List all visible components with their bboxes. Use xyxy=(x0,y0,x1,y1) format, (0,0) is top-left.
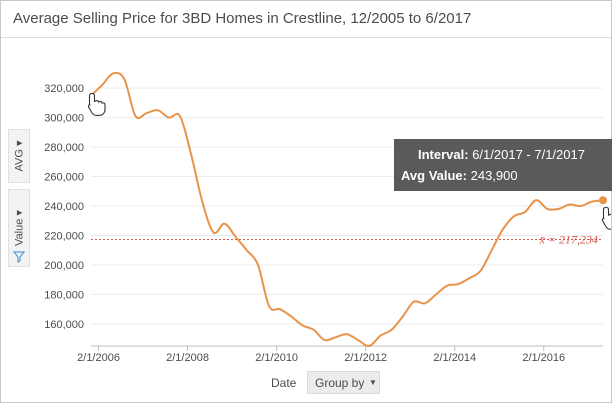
y-tick-label: 200,000 xyxy=(44,260,84,272)
data-point[interactable] xyxy=(524,211,526,213)
data-tooltip: Interval: 6/1/2017 - 7/1/2017 Avg Value:… xyxy=(394,139,612,191)
value-field-label: Value ▾ xyxy=(13,210,26,246)
x-tick-label: 2/1/2010 xyxy=(255,352,298,364)
value-field-dropdown[interactable]: Value ▾ xyxy=(8,189,30,267)
data-point[interactable] xyxy=(223,222,225,224)
data-point[interactable] xyxy=(424,302,426,304)
series-line[interactable] xyxy=(90,71,607,348)
mean-reference: x̄ = 217,234 xyxy=(91,233,603,247)
mean-label: x̄ = 217,234 xyxy=(539,233,598,247)
data-point[interactable] xyxy=(357,339,359,341)
data-point[interactable] xyxy=(301,324,303,326)
data-point[interactable] xyxy=(101,84,103,86)
x-tick-label: 2/1/2014 xyxy=(433,352,476,364)
data-point[interactable] xyxy=(557,208,559,210)
data-point[interactable] xyxy=(546,208,548,210)
data-point[interactable] xyxy=(323,339,325,341)
data-point[interactable] xyxy=(179,115,181,117)
y-tick-label: 220,000 xyxy=(44,230,84,242)
title-bar: Average Selling Price for 3BD Homes in C… xyxy=(1,1,611,38)
tooltip-value-row: Avg Value: 243,900 xyxy=(401,168,518,183)
data-point[interactable] xyxy=(580,205,582,207)
data-point[interactable] xyxy=(446,284,448,286)
hand-pointer-icon xyxy=(87,92,106,117)
chevron-down-icon: ▼ xyxy=(369,378,377,387)
y-tick-label: 300,000 xyxy=(44,113,84,125)
data-point[interactable] xyxy=(468,277,470,279)
data-point[interactable] xyxy=(168,116,170,118)
y-tick-label: 260,000 xyxy=(44,172,84,184)
hand-pointer-icon xyxy=(601,206,611,230)
tooltip-interval-key: Interval: xyxy=(418,147,469,162)
group-by-label: Group by xyxy=(315,376,365,390)
aggregation-dropdown[interactable]: AVG ▾ xyxy=(8,129,30,183)
grid-lines xyxy=(91,87,603,325)
funnel-icon[interactable] xyxy=(13,251,25,263)
data-point[interactable] xyxy=(234,236,236,238)
data-point[interactable] xyxy=(123,78,125,80)
data-point[interactable] xyxy=(201,200,203,202)
x-tick-label: 2/1/2016 xyxy=(522,352,565,364)
series-line-path[interactable] xyxy=(90,71,604,348)
x-tick-label: 2/1/2006 xyxy=(77,352,120,364)
chart-title: Average Selling Price for 3BD Homes in C… xyxy=(13,10,472,27)
tooltip-interval-value: 6/1/2017 - 7/1/2017 xyxy=(472,147,585,162)
data-point[interactable] xyxy=(390,329,392,331)
data-point[interactable] xyxy=(335,336,337,338)
x-tick-label: 2/1/2012 xyxy=(344,352,387,364)
data-point[interactable] xyxy=(535,199,537,201)
y-tick-label: 320,000 xyxy=(44,83,84,95)
tooltip-value-key: Avg Value: xyxy=(401,168,467,183)
data-point[interactable] xyxy=(346,333,348,335)
x-tick-label: 2/1/2008 xyxy=(166,352,209,364)
data-point[interactable] xyxy=(513,215,515,217)
data-point[interactable] xyxy=(279,308,281,310)
data-point[interactable] xyxy=(368,345,370,347)
data-point[interactable] xyxy=(190,153,192,155)
data-point[interactable] xyxy=(435,293,437,295)
data-point[interactable] xyxy=(246,249,248,251)
data-point[interactable] xyxy=(501,228,503,230)
data-point[interactable] xyxy=(402,315,404,317)
data-point[interactable] xyxy=(457,283,459,285)
data-point[interactable] xyxy=(479,270,481,272)
y-tick-label: 240,000 xyxy=(44,201,84,213)
data-point[interactable] xyxy=(212,231,214,233)
y-tick-label: 180,000 xyxy=(44,289,84,301)
tooltip-value-value: 243,900 xyxy=(470,168,518,183)
data-point[interactable] xyxy=(379,334,381,336)
y-tick-label: 160,000 xyxy=(44,319,84,331)
data-point[interactable] xyxy=(412,301,414,303)
x-axis-ticks: 2/1/2006 2/1/2008 2/1/2010 2/1/2012 2/1/2014… xyxy=(77,345,603,364)
data-point[interactable] xyxy=(134,115,136,117)
tooltip-interval-row: Interval: 6/1/2017 - 7/1/2017 xyxy=(418,147,585,162)
pointer-layer xyxy=(87,92,611,230)
data-point[interactable] xyxy=(112,72,114,74)
data-point[interactable] xyxy=(290,315,292,317)
data-point[interactable] xyxy=(491,249,493,251)
data-point[interactable] xyxy=(257,264,259,266)
group-by-button[interactable]: Group by ▼ xyxy=(307,371,380,394)
line-chart[interactable]: 160,000 180,000 200,000 220,000 240,000 260,0… xyxy=(1,38,611,364)
data-point[interactable] xyxy=(268,305,270,307)
data-point[interactable] xyxy=(591,200,593,202)
y-axis-ticks: 160,000 180,000 200,000 220,000 240,000 260,0… xyxy=(44,83,84,331)
data-point[interactable] xyxy=(569,203,571,205)
x-axis-field-label: Date xyxy=(271,376,297,390)
data-point[interactable] xyxy=(156,109,158,111)
data-point[interactable] xyxy=(312,329,314,331)
aggregation-label: AVG ▾ xyxy=(13,140,26,172)
highlighted-data-point[interactable] xyxy=(599,196,607,205)
y-tick-label: 280,000 xyxy=(44,142,84,154)
data-point[interactable] xyxy=(145,112,147,114)
